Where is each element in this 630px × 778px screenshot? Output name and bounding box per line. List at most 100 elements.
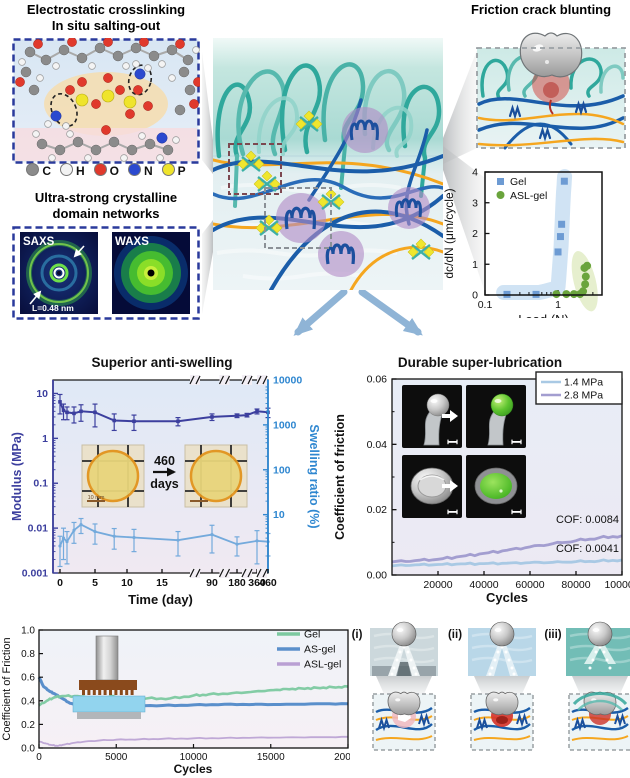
svg-text:0: 0 [36,752,42,763]
svg-text:(ii): (ii) [448,629,462,641]
svg-text:20000: 20000 [334,752,350,763]
title-line2: In situ salting-out [51,18,161,33]
svg-text:2: 2 [472,228,478,240]
title-line: Friction crack blunting [470,2,612,17]
zoom-beam [443,50,477,164]
svg-text:ASL-gel: ASL-gel [304,659,341,671]
svg-text:10 mm: 10 mm [88,495,105,501]
svg-text:COF: 0.0041: COF: 0.0041 [556,543,619,555]
atom-legend-item: H [59,163,85,178]
svg-text:Swelling ratio (%): Swelling ratio (%) [307,424,321,528]
svg-text:days: days [150,477,179,491]
svg-text:COF: 0.0084: COF: 0.0084 [556,514,619,526]
svg-text:80000: 80000 [561,579,590,591]
saxs-arrow-icon [73,245,85,258]
svg-text:Coefficient of friction: Coefficient of friction [333,414,347,540]
mechanism-panels: (i) (ii) (iii) [352,621,630,751]
waxs-image: WAXS [112,232,190,314]
panel-crystalline-title: Ultra-strong crystalline domain networks [8,190,204,222]
ionic-crosslinks [237,110,435,260]
atom-dot-icon [59,163,73,176]
svg-text:Load (N): Load (N) [518,312,569,318]
molecular-structure-image [12,38,200,164]
svg-text:1: 1 [42,433,48,445]
svg-text:10: 10 [273,509,285,521]
saxs-annotation: L=0.48 nm [32,303,74,313]
svg-text:100000: 100000 [604,579,630,591]
zoom-beam [202,52,213,174]
title-line2: domain networks [52,206,160,221]
zoom-beam [443,146,485,292]
chart-anti-swelling: Superior anti-swelling 10 mm 460 days 10 1 0.1… [10,355,321,607]
panel-electrostatic-title: Electrostatic crosslinking In situ salti… [8,2,204,34]
svg-text:0.06: 0.06 [367,374,388,386]
svg-text:0.0: 0.0 [21,744,35,755]
svg-text:ASL-gel: ASL-gel [510,190,547,202]
svg-text:2.8 MPa: 2.8 MPa [564,390,603,402]
atom-dot-icon [161,163,175,176]
svg-text:40000: 40000 [469,579,498,591]
svg-text:1: 1 [555,299,561,311]
svg-text:10000: 10000 [273,375,302,387]
svg-text:3: 3 [472,197,478,209]
zoom-beam [202,220,213,314]
atom-legend-item: C [26,163,51,178]
svg-text:10: 10 [121,577,133,589]
svg-text:15000: 15000 [257,752,285,763]
saxs-image: SAXS L=0.48 nm [20,232,98,314]
svg-text:20000: 20000 [423,579,452,591]
svg-text:180: 180 [228,577,246,589]
atom-dot-icon [26,163,40,176]
down-right-arrow-icon [358,288,423,336]
svg-text:Time (day): Time (day) [128,592,193,607]
atom-legend-item: P [161,163,186,178]
chart-lubrication: Durable super-lubrication 0.00 0.02 0.04 0.0… [333,355,630,605]
saxs-arrow-icon [29,290,42,305]
svg-text:0.8: 0.8 [21,649,35,660]
svg-text:Gel: Gel [510,176,526,188]
panel-friction-title: Friction crack blunting [452,2,630,18]
svg-text:dc/dN (μm/cycle): dc/dN (μm/cycle) [443,188,456,278]
friction-blunting-illustration [476,32,626,150]
svg-text:Durable super-lubrication: Durable super-lubrication [398,355,562,370]
svg-text:0.1: 0.1 [33,478,48,490]
svg-text:1.0: 1.0 [21,626,35,637]
svg-text:(iii): (iii) [544,629,561,641]
svg-text:0.01: 0.01 [28,523,49,535]
svg-text:0.1: 0.1 [478,299,493,311]
svg-text:Cycles: Cycles [174,762,213,776]
svg-text:4: 4 [472,167,478,179]
svg-text:1.4 MPa: 1.4 MPa [564,377,603,389]
svg-text:Coefficient of Friction: Coefficient of Friction [1,637,13,740]
svg-text:1: 1 [472,259,478,271]
svg-text:0.6: 0.6 [21,673,35,684]
crystalline-domains [276,107,430,277]
svg-text:Gel: Gel [304,629,320,641]
svg-text:10: 10 [36,388,48,400]
atom-legend-item: N [128,163,153,178]
svg-text:0.02: 0.02 [367,504,388,516]
svg-text:10000: 10000 [180,752,208,763]
title-line1: Ultra-strong crystalline [34,190,178,205]
svg-text:100: 100 [273,464,291,476]
atom-dot-icon [128,163,141,176]
svg-text:5: 5 [92,577,98,589]
svg-text:460: 460 [259,577,277,589]
atom-legend-item: O [93,163,119,178]
down-left-arrow-icon [293,288,348,336]
svg-text:460: 460 [154,454,175,468]
atom-dot-icon [93,163,107,176]
svg-text:60000: 60000 [515,579,544,591]
chart-friction-cycles: 0.0 0.2 0.4 0.6 0.8 1.0 0 5000 10000 15000 20000 Ge… [1,626,350,777]
svg-text:AS-gel: AS-gel [304,644,336,656]
svg-text:0: 0 [472,290,478,302]
svg-text:0.2: 0.2 [21,720,35,731]
svg-text:15: 15 [156,577,168,589]
svg-text:Superior anti-swelling: Superior anti-swelling [91,355,232,370]
saxs-waxs-panel: SAXS L=0.48 nm WAXS [12,226,200,320]
zoom-region-crosslink [228,143,282,195]
chart-crack-growth: 0.1 1 0 1 2 3 4 Gel ASL-gel Load (N) dc/dN (μm/cyc… [443,167,603,318]
